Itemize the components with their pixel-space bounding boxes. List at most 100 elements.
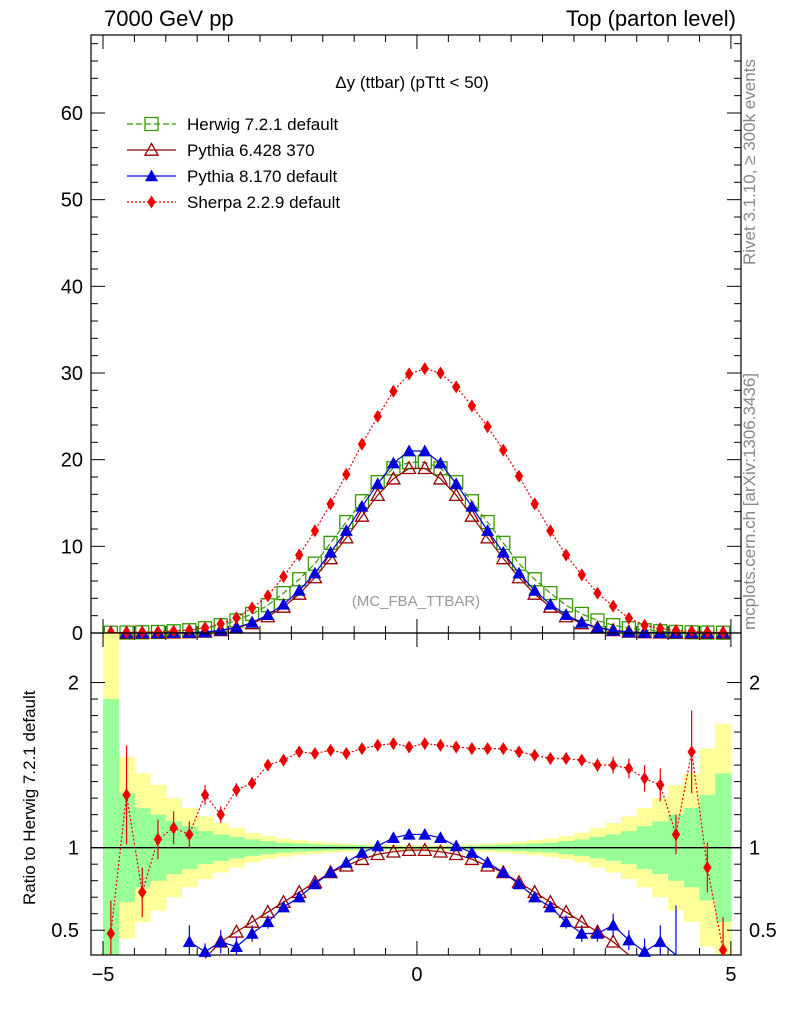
- data-point-series-2: [308, 566, 322, 579]
- data-point-series-3: [530, 497, 539, 511]
- ratio-point-series-1: [496, 865, 510, 878]
- ratio-panel: −5 0 5 0.5 0.5 1 1 2 2: [51, 632, 777, 986]
- ratio-point-series-1: [433, 831, 447, 843]
- ratio-point-series-1: [465, 846, 479, 858]
- ratio-y-tick-label-right: 2: [749, 673, 760, 695]
- ratio-point-series-2: [232, 783, 241, 797]
- data-point-series-3: [373, 409, 382, 423]
- ratio-point-series-1: [292, 890, 306, 903]
- ratio-point-series-0: [370, 846, 386, 861]
- data-point-series-3: [499, 443, 508, 457]
- data-point-series-3: [122, 625, 131, 639]
- data-point-series-2: [324, 545, 338, 558]
- data-point-series-3: [561, 548, 571, 562]
- ratio-point-series-2: [153, 832, 163, 846]
- data-point-series-1: [495, 550, 511, 565]
- ratio-line-0: [204, 849, 630, 959]
- data-point-series-2: [512, 566, 526, 579]
- ratio-point-series-2: [499, 742, 508, 756]
- ratio-point-series-1: [512, 877, 526, 890]
- legend-marker-3: [147, 195, 156, 209]
- data-point-series-1: [417, 460, 433, 475]
- ratio-point-series-2: [138, 885, 147, 899]
- data-point-series-2: [292, 584, 306, 596]
- ratio-point-series-1: [245, 927, 259, 939]
- data-point-series-2: [418, 444, 432, 457]
- data-point-series-3: [656, 622, 665, 636]
- data-point-series-3: [608, 599, 618, 613]
- ratio-point-series-1: [402, 827, 416, 840]
- data-point-series-1: [479, 529, 496, 544]
- data-point-series-1: [464, 508, 480, 522]
- ratio-point-series-2: [656, 778, 665, 792]
- data-point-series-3: [263, 589, 273, 603]
- data-point-series-2: [481, 524, 495, 536]
- ratio-point-series-1: [575, 927, 589, 939]
- ratio-point-series-2: [451, 740, 461, 754]
- data-point-series-1: [338, 529, 354, 544]
- data-point-series-1: [323, 550, 339, 565]
- data-point-series-2: [229, 621, 243, 633]
- ratio-point-series-0: [605, 933, 621, 948]
- data-point-series-3: [640, 618, 649, 632]
- ratio-point-series-1: [481, 856, 495, 868]
- ratio-point-series-2: [640, 771, 649, 785]
- data-point-series-3: [451, 380, 461, 394]
- ratio-point-series-2: [216, 808, 225, 822]
- data-point-series-2: [638, 626, 652, 638]
- process-label: Top (parton level): [566, 6, 736, 31]
- ratio-point-series-1: [339, 856, 353, 868]
- ratio-point-series-2: [608, 758, 618, 772]
- data-point-series-2: [590, 621, 604, 633]
- legend-label-1: Pythia 6.428 370: [187, 141, 315, 160]
- ratio-point-series-2: [373, 738, 382, 752]
- data-point-series-3: [514, 469, 524, 483]
- data-point-series-3: [593, 586, 602, 600]
- data-point-series-2: [449, 477, 463, 490]
- series-line-0: [110, 461, 724, 634]
- ratio-point-series-2: [514, 745, 524, 759]
- ratio-point-series-1: [543, 900, 557, 913]
- ratio-y-tick-label-left: 0.5: [51, 920, 79, 942]
- data-point-series-3: [342, 467, 351, 481]
- ratio-point-series-1: [622, 933, 636, 946]
- data-point-series-2: [575, 616, 589, 628]
- ratio-point-series-0: [448, 846, 464, 861]
- data-point-series-2: [559, 608, 573, 620]
- ratio-point-series-1: [653, 935, 667, 947]
- data-point-series-1: [432, 470, 449, 485]
- x-tick-label: −5: [92, 964, 115, 986]
- data-point-series-2: [465, 499, 479, 512]
- ratio-point-series-0: [464, 851, 480, 866]
- ratio-point-series-2: [577, 753, 586, 767]
- y-tick-label: 30: [61, 363, 83, 385]
- legend-marker-0: [144, 116, 159, 132]
- ratio-y-tick-label-right: 1: [749, 838, 760, 860]
- y-tick-label: 10: [61, 536, 83, 558]
- data-point-series-3: [483, 420, 492, 434]
- ratio-y-tick-label-left: 1: [68, 838, 79, 860]
- ratio-point-series-2: [420, 737, 429, 751]
- ratio-point-series-2: [703, 860, 712, 874]
- ratio-point-series-1: [229, 940, 243, 952]
- ratio-point-series-1: [214, 935, 228, 947]
- data-point-series-2: [496, 545, 510, 558]
- data-point-series-3: [232, 611, 241, 625]
- data-point-series-1: [354, 508, 370, 522]
- ratio-point-series-2: [106, 927, 116, 941]
- legend-label-2: Pythia 8.170 default: [187, 167, 338, 186]
- y-tick-label: 0: [72, 623, 83, 645]
- ratio-point-series-2: [122, 788, 131, 802]
- data-point-series-2: [245, 616, 259, 628]
- data-point-series-3: [216, 617, 225, 631]
- data-point-series-3: [169, 624, 178, 638]
- ratio-point-series-2: [624, 761, 634, 775]
- ratio-point-series-2: [467, 742, 477, 756]
- legend-marker-2: [145, 169, 158, 182]
- ratio-point-series-1: [371, 839, 385, 852]
- ratio-point-series-1: [559, 915, 573, 928]
- ratio-point-series-2: [389, 737, 398, 751]
- data-point-series-1: [370, 487, 386, 502]
- data-point-series-3: [624, 611, 634, 625]
- ratio-point-series-2: [436, 738, 445, 752]
